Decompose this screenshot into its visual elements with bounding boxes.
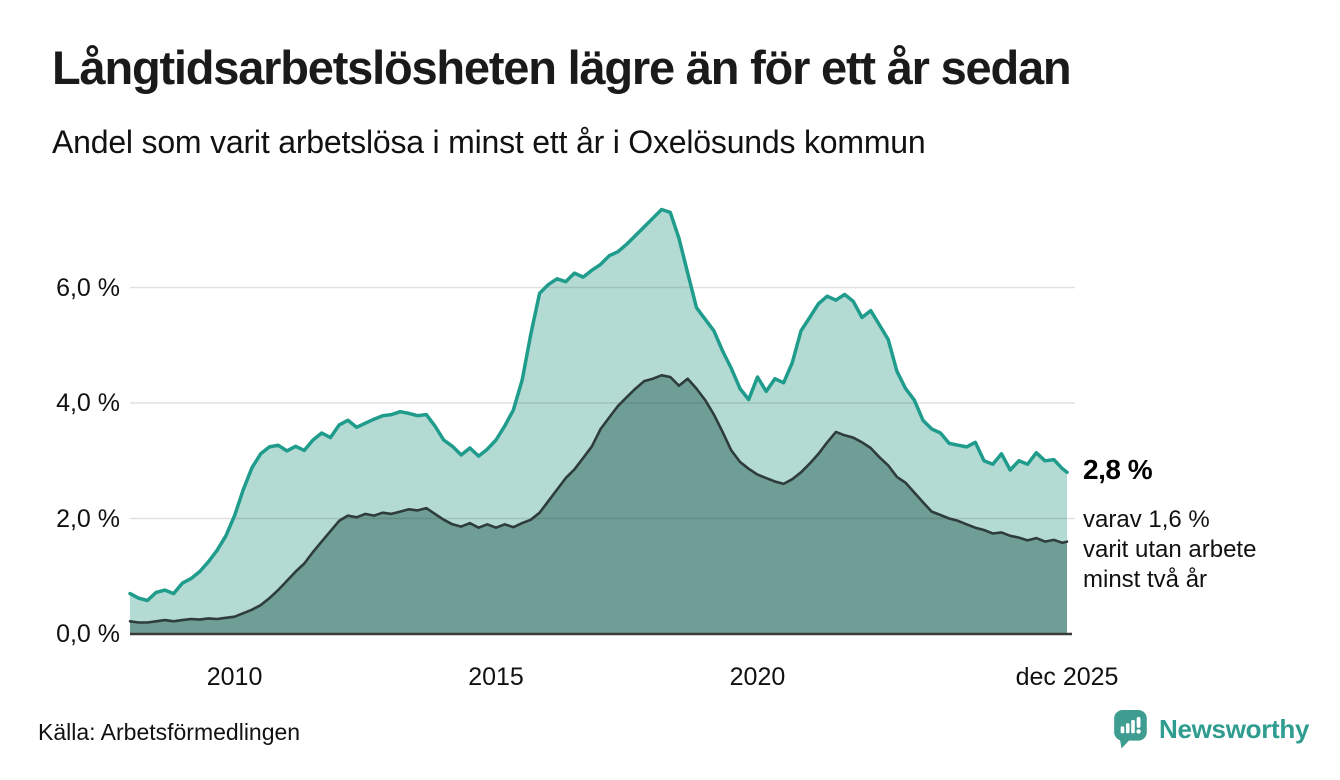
brand-logo: Newsworthy [1112, 709, 1309, 749]
x-tick-label: 2020 [729, 663, 786, 691]
newsworthy-icon [1114, 710, 1147, 749]
page-title: Långtidsarbetslösheten lägre än för ett … [52, 41, 1072, 94]
latest-value-label: 2,8 % [1083, 454, 1153, 485]
y-tick-label: 4,0 % [56, 389, 120, 417]
x-tick-label: 2015 [468, 663, 524, 691]
source-caption: Källa: Arbetsförmedlingen [38, 719, 301, 745]
x-tick-label: dec 2025 [1015, 663, 1119, 691]
page-subtitle: Andel som varit arbetslösa i minst ett å… [52, 124, 926, 160]
brand-name: Newsworthy [1159, 713, 1310, 744]
y-tick-label: 2,0 % [56, 504, 120, 533]
secondary-note: varav 1,6 % varit utan arbete minst två … [1083, 506, 1257, 593]
x-tick-label: 2010 [206, 663, 263, 691]
y-tick-label: 0,0 % [56, 620, 120, 648]
y-tick-label: 6,0 % [56, 273, 120, 302]
